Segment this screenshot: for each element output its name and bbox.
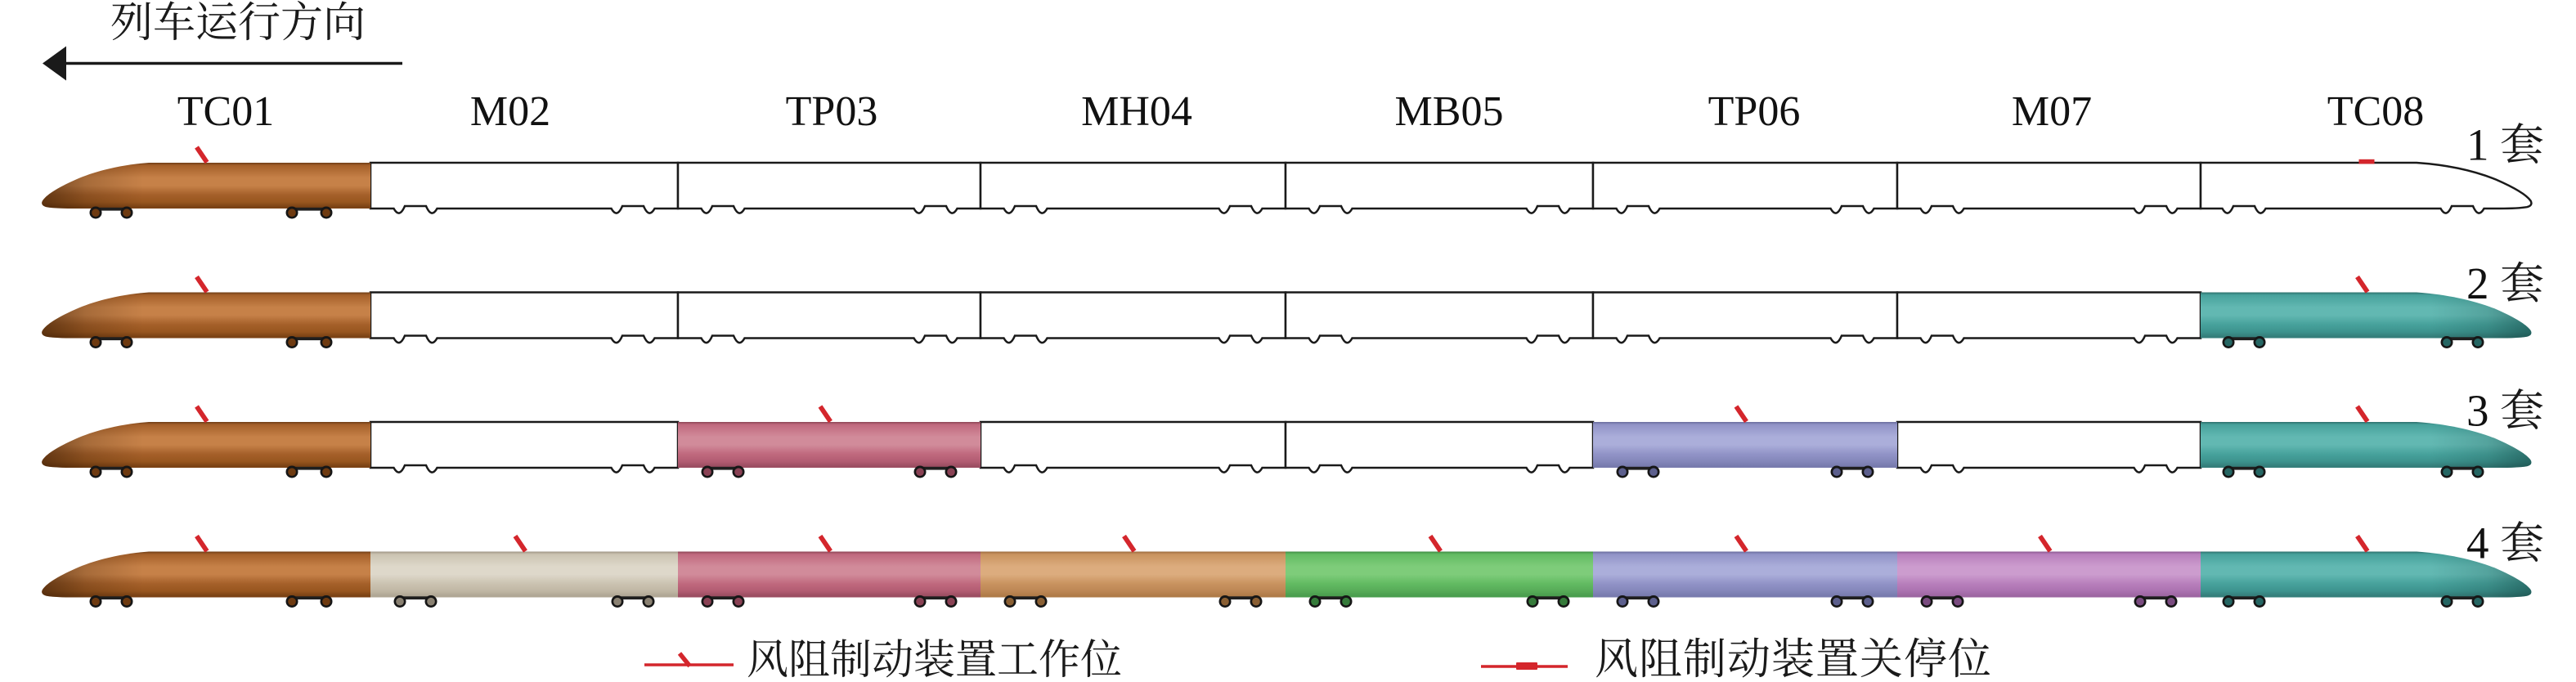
svg-text:MH04: MH04 (1081, 88, 1192, 135)
svg-text:1: 1 (2466, 120, 2489, 170)
svg-text:M07: M07 (2012, 88, 2092, 135)
svg-text:3: 3 (2466, 386, 2489, 436)
svg-text:M02: M02 (470, 88, 550, 135)
svg-text:2: 2 (2466, 258, 2489, 308)
svg-text:MB05: MB05 (1395, 88, 1504, 135)
svg-text:TC01: TC01 (177, 88, 274, 135)
svg-text:TP06: TP06 (1708, 88, 1801, 135)
svg-text:TP03: TP03 (786, 88, 878, 135)
svg-text:TC08: TC08 (2327, 88, 2424, 135)
svg-text:4: 4 (2466, 518, 2489, 568)
